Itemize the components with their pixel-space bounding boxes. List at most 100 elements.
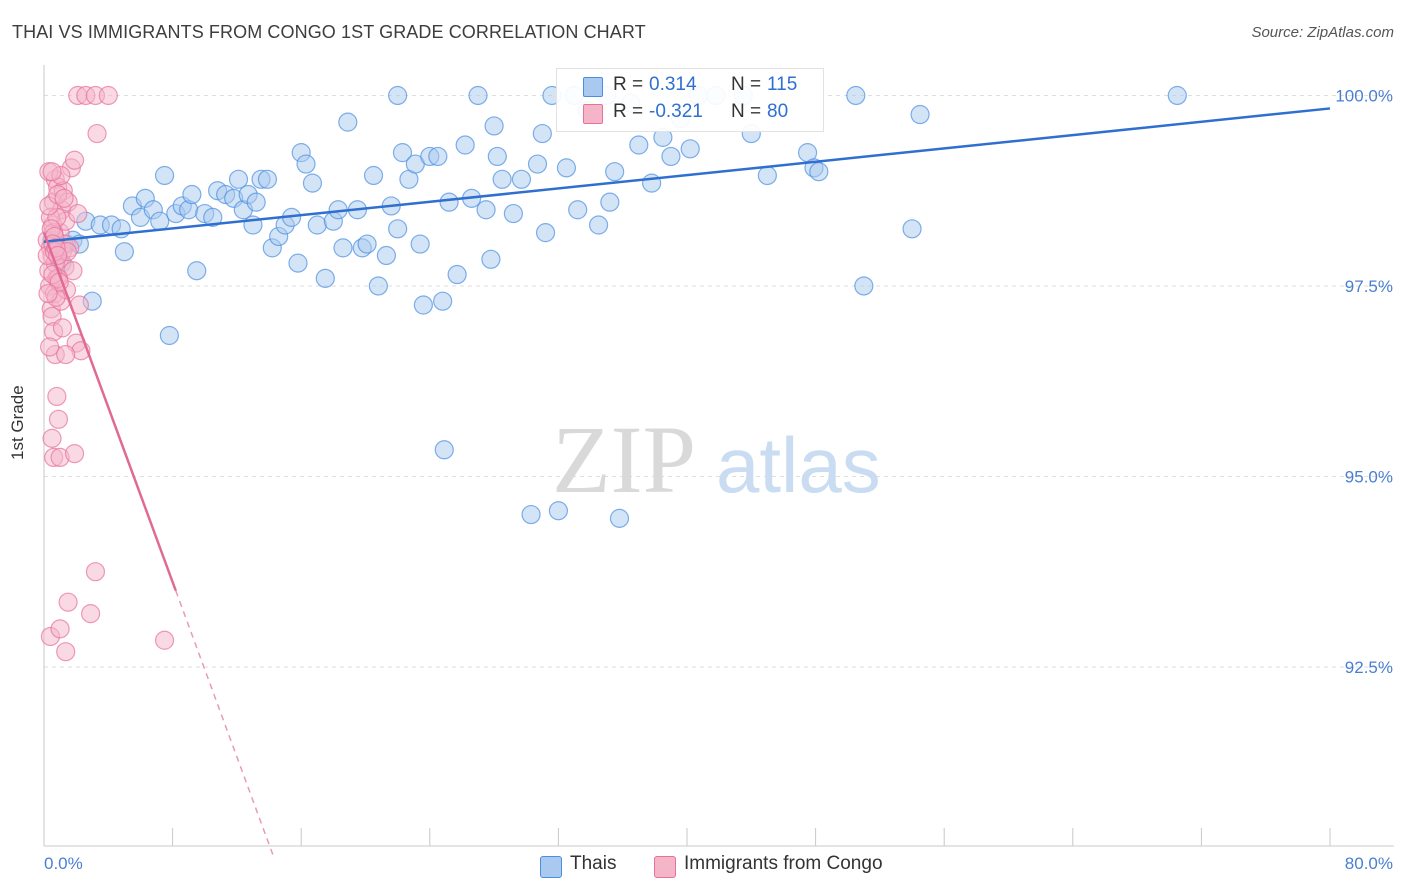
congo-swatch: [583, 104, 603, 124]
data-point: [568, 200, 588, 220]
data-point: [56, 344, 76, 365]
data-point: [521, 504, 541, 525]
data-point: [846, 85, 866, 106]
trend-lines: [42, 107, 1331, 858]
data-point: [434, 440, 454, 460]
trend-line-thais: [43, 107, 1331, 244]
data-point: [42, 428, 62, 448]
data-point: [447, 264, 467, 285]
trend-line-congo-extension: [175, 590, 275, 858]
data-point: [64, 443, 85, 464]
y-tick-label: 100.0%: [1335, 86, 1393, 105]
data-point: [315, 268, 335, 288]
data-point: [159, 325, 179, 346]
data-point: [288, 253, 308, 273]
data-point: [439, 192, 459, 212]
data-point: [302, 173, 323, 193]
trend-line-congo: [42, 232, 177, 592]
data-point: [410, 234, 430, 254]
data-point: [54, 188, 74, 208]
data-point: [661, 146, 681, 167]
chart-source: Source: ZipAtlas.com: [1251, 24, 1394, 41]
scatter-points: [37, 85, 1187, 662]
thais-swatch: [583, 77, 603, 97]
y-tick-label: 92.5%: [1345, 658, 1393, 677]
n-value: 80: [767, 101, 789, 122]
data-point: [154, 630, 175, 650]
data-point: [257, 169, 278, 189]
data-point: [902, 219, 922, 239]
data-point: [548, 501, 569, 521]
data-point: [503, 203, 523, 224]
r-label: R =: [613, 74, 644, 95]
data-point: [910, 104, 930, 125]
data-point: [392, 143, 413, 163]
data-point: [98, 85, 118, 106]
data-point: [56, 642, 76, 662]
data-point: [368, 276, 388, 296]
data-point: [629, 135, 649, 155]
chart-title: THAI VS IMMIGRANTS FROM CONGO 1ST GRADE …: [12, 22, 646, 42]
y-tick-label: 95.0%: [1345, 467, 1393, 486]
data-point: [38, 283, 58, 304]
data-point: [511, 169, 532, 189]
data-point: [476, 200, 496, 220]
data-point: [388, 219, 408, 239]
data-point: [428, 146, 448, 167]
data-point: [296, 154, 316, 174]
data-point: [600, 192, 620, 212]
r-value: 0.314: [649, 74, 697, 95]
watermark-zip: ZIP: [552, 406, 696, 513]
data-point: [642, 173, 662, 193]
data-point: [487, 146, 507, 167]
data-point: [187, 261, 207, 281]
data-point: [588, 215, 609, 235]
legend-label: Thais: [570, 853, 617, 874]
data-point: [527, 154, 548, 174]
data-point: [481, 249, 501, 269]
data-point: [203, 207, 223, 227]
n-label: N =: [731, 74, 762, 95]
n-label: N =: [731, 101, 762, 122]
data-point: [58, 592, 78, 612]
data-point: [42, 162, 62, 182]
axes: [43, 65, 1394, 847]
data-point: [605, 162, 625, 182]
data-point: [228, 169, 249, 189]
data-point: [535, 223, 556, 243]
data-point: [388, 85, 408, 106]
data-point: [85, 562, 106, 582]
data-point: [484, 116, 504, 136]
n-value: 115: [767, 74, 798, 95]
data-point: [307, 215, 327, 235]
data-point: [413, 295, 433, 315]
data-point: [854, 276, 874, 296]
x-tick-label-left: 0.0%: [44, 854, 83, 873]
congo-swatch: [654, 856, 676, 878]
legend: Thais Immigrants from Congo: [0, 850, 1406, 880]
data-point: [532, 123, 552, 144]
data-point: [357, 234, 377, 254]
data-point: [81, 604, 101, 624]
stats-box: R = 0.314 N = 115 R = -0.321 N = 80: [556, 68, 824, 132]
data-point: [154, 165, 175, 186]
data-point: [114, 242, 134, 262]
data-point: [468, 85, 488, 106]
data-point: [556, 158, 577, 178]
tick-labels: 100.0% 97.5% 95.0% 92.5% 0.0% 80.0%: [44, 86, 1393, 873]
data-point: [433, 291, 453, 311]
thais-swatch: [540, 856, 562, 878]
data-point: [757, 165, 777, 186]
data-point: [809, 162, 829, 182]
data-point: [338, 112, 358, 132]
r-value: -0.321: [649, 101, 703, 122]
data-point: [492, 169, 512, 189]
x-tick-label-right: 80.0%: [1345, 854, 1393, 873]
data-point: [52, 318, 73, 338]
data-point: [1167, 85, 1187, 106]
data-point: [40, 337, 60, 357]
data-point: [64, 150, 85, 170]
data-point: [680, 139, 700, 159]
data-point: [376, 245, 396, 266]
